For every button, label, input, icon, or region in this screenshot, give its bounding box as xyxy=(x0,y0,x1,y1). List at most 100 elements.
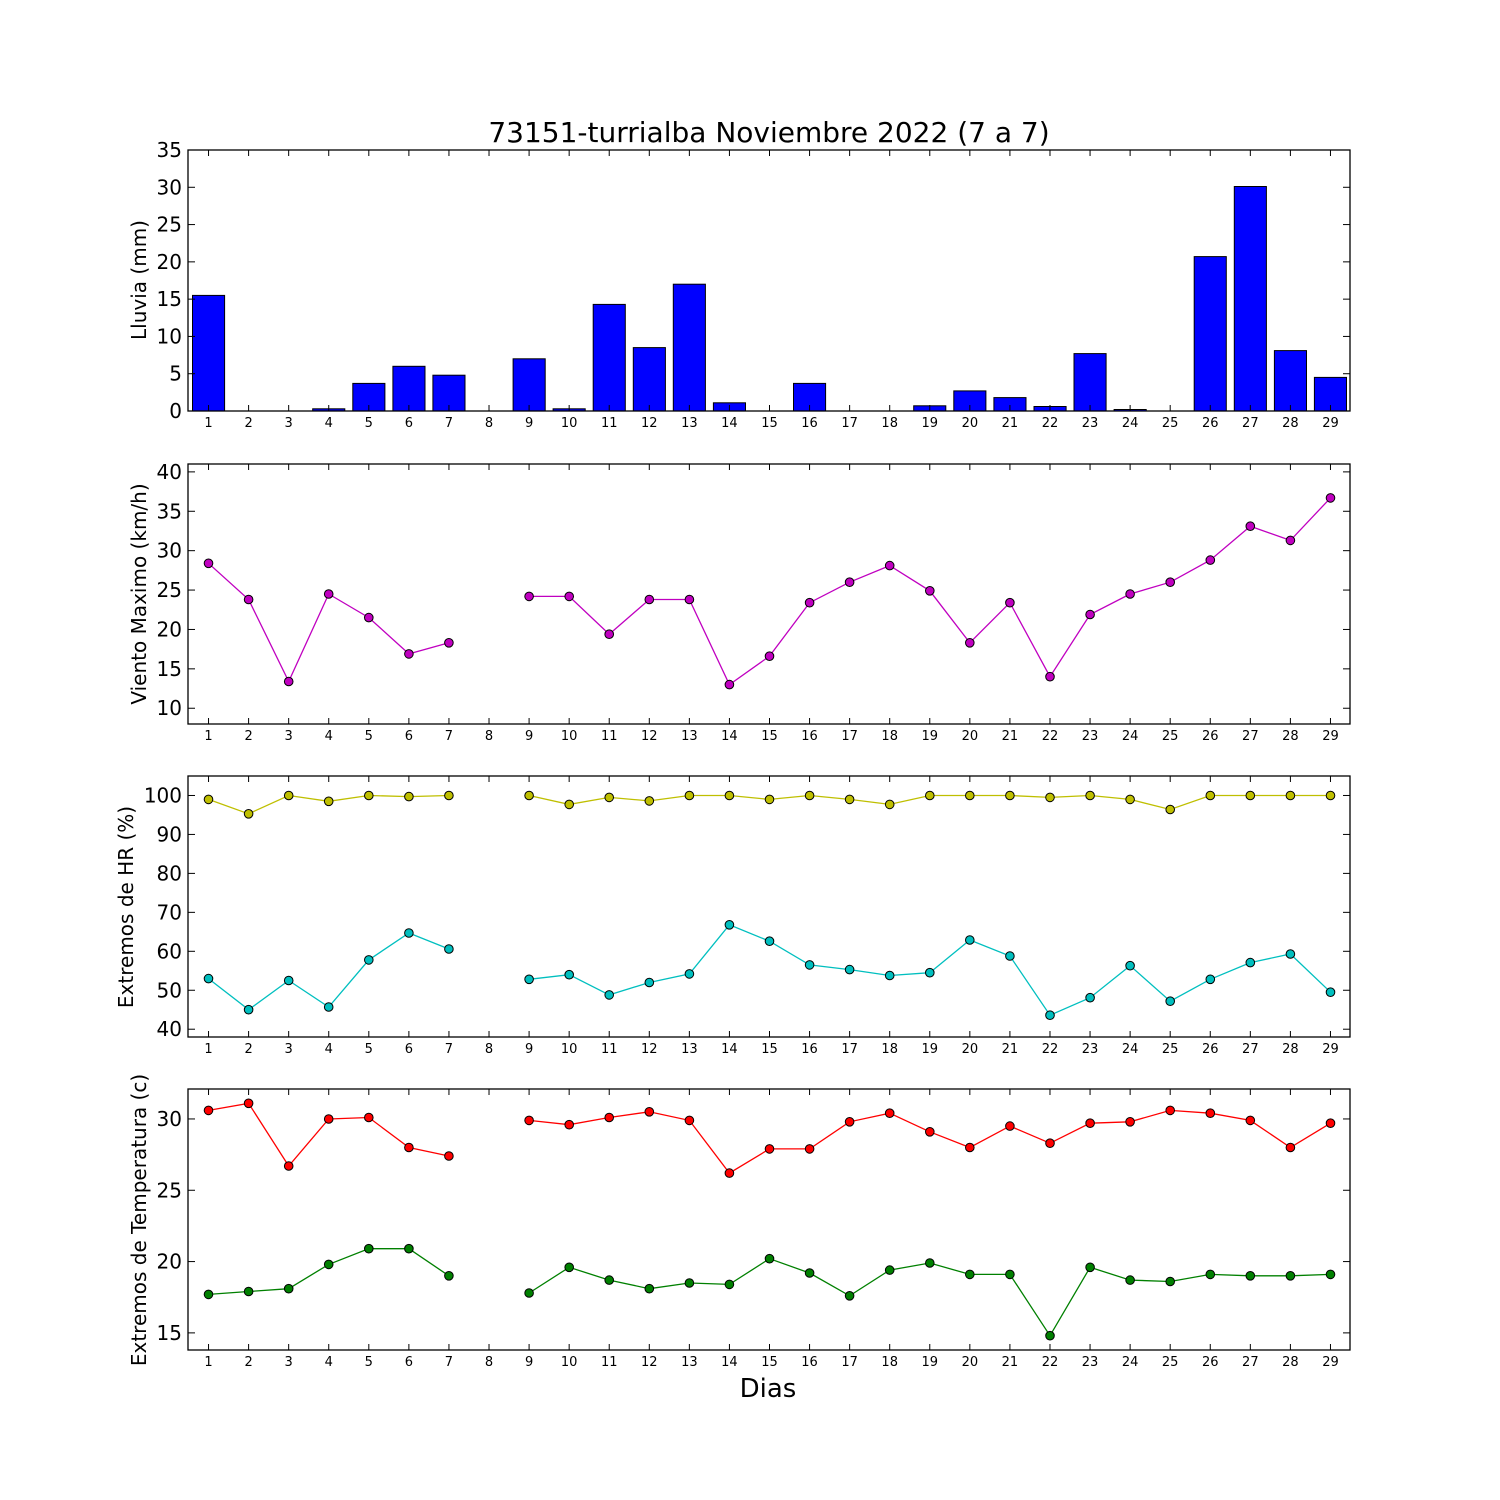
temperature-series-1-point xyxy=(1085,1262,1095,1273)
temperature-series-0-point xyxy=(524,1115,534,1126)
humidity-series-0-point xyxy=(524,790,534,801)
temperature-xtick-label: 13 xyxy=(681,1355,698,1370)
rain-bar xyxy=(1233,186,1267,412)
chart-title: 73151-turrialba Noviembre 2022 (7 a 7) xyxy=(488,116,1049,149)
temperature-series-1-point xyxy=(1205,1269,1216,1280)
humidity-series-1-point xyxy=(564,969,575,980)
humidity-series-0-point xyxy=(1125,794,1135,805)
temperature-series-1-point xyxy=(1325,1269,1336,1280)
humidity-xtick-label: 25 xyxy=(1162,1042,1179,1057)
temperature-ytick-label: 25 xyxy=(157,1178,182,1202)
wind-xtick-label: 10 xyxy=(561,729,578,744)
rain-bar xyxy=(1073,353,1107,412)
temperature-xtick-label: 14 xyxy=(721,1355,738,1370)
humidity-series-0-point xyxy=(925,790,935,801)
temperature-series-0-point xyxy=(604,1112,615,1123)
wind-xtick-label: 28 xyxy=(1282,729,1299,744)
temperature-series-0-point xyxy=(1325,1118,1336,1128)
temperature-xtick-label: 7 xyxy=(445,1355,453,1370)
humidity-xtick-label: 21 xyxy=(1002,1042,1019,1057)
temperature-xtick-label: 21 xyxy=(1002,1355,1019,1370)
humidity-ylabel: Extremos de HR (%) xyxy=(114,806,138,1008)
x-axis-label: Dias xyxy=(740,1374,797,1404)
humidity-xtick-label: 11 xyxy=(601,1042,618,1057)
wind-series-0-point xyxy=(404,649,414,659)
temperature-series-0-line xyxy=(529,1109,1331,1174)
temperature-series-1-point xyxy=(844,1291,855,1301)
rain-xtick-label: 11 xyxy=(601,416,618,431)
rain-xtick-label: 15 xyxy=(761,416,778,431)
wind-xtick-label: 1 xyxy=(204,729,212,744)
rain-xtick-label: 28 xyxy=(1282,416,1299,431)
humidity-series-0-point xyxy=(644,796,655,806)
rain-ylabel: Lluvia (mm) xyxy=(127,220,151,340)
rain-xtick-label: 14 xyxy=(721,416,738,431)
temperature-xtick-label: 5 xyxy=(365,1355,373,1370)
temperature-series-0-point xyxy=(1205,1108,1216,1118)
wind-ytick-label: 20 xyxy=(157,617,182,641)
humidity-series-1-point xyxy=(243,1004,254,1015)
humidity-series-1-point xyxy=(724,920,735,930)
temperature-series-0-point xyxy=(1245,1115,1256,1126)
temperature-series-1-point xyxy=(1045,1330,1055,1341)
temperature-series-0-point xyxy=(724,1168,735,1178)
humidity-series-1-point xyxy=(1125,960,1135,971)
temperature-series-1-line xyxy=(208,1248,450,1296)
rain-bar xyxy=(192,294,226,412)
humidity-xtick-label: 23 xyxy=(1082,1042,1099,1057)
wind-xtick-label: 6 xyxy=(405,729,413,744)
rain-xtick-label: 27 xyxy=(1242,416,1259,431)
temperature-xtick-label: 8 xyxy=(485,1355,493,1370)
humidity-xtick-label: 17 xyxy=(841,1042,858,1057)
temperature-series-0-point xyxy=(844,1117,855,1127)
wind-xtick-label: 18 xyxy=(881,729,898,744)
humidity-series-1-point xyxy=(884,970,895,981)
humidity-series-1-point xyxy=(644,977,655,988)
temperature-series-0-point xyxy=(764,1144,775,1154)
temperature-series-0-point xyxy=(1125,1117,1135,1127)
humidity-series-1-point xyxy=(1165,996,1175,1007)
humidity-xtick-label: 10 xyxy=(561,1042,578,1057)
wind-series-0-point xyxy=(684,594,695,605)
temperature-xtick-label: 20 xyxy=(962,1355,979,1370)
humidity-xtick-label: 9 xyxy=(525,1042,533,1057)
temperature-series-1-point xyxy=(283,1283,294,1294)
rain-bar xyxy=(512,358,546,412)
temperature-xtick-label: 25 xyxy=(1162,1355,1179,1370)
humidity-series-1-point xyxy=(283,975,294,986)
wind-xtick-label: 9 xyxy=(525,729,533,744)
humidity-series-0-point xyxy=(1205,790,1216,801)
humidity-series-1-point xyxy=(444,944,454,954)
rain-xtick-label: 20 xyxy=(962,416,979,431)
temperature-series-0-point xyxy=(444,1151,454,1161)
rain-ytick-label: 15 xyxy=(157,287,182,311)
humidity-series-0-point xyxy=(804,790,815,801)
temperature-series-0-point xyxy=(965,1142,975,1153)
temperature-series-0-point xyxy=(283,1161,294,1171)
wind-ytick-label: 30 xyxy=(157,539,182,563)
humidity-ytick-label: 40 xyxy=(157,1017,182,1041)
rain-xtick-label: 21 xyxy=(1002,416,1019,431)
temperature-xtick-label: 26 xyxy=(1202,1355,1219,1370)
rain-xtick-label: 26 xyxy=(1202,416,1219,431)
temperature-series-1-point xyxy=(1285,1271,1296,1281)
temperature-series-1-point xyxy=(444,1271,454,1281)
wind-xtick-label: 8 xyxy=(485,729,493,744)
humidity-xtick-label: 2 xyxy=(244,1042,252,1057)
temperature-series-0-point xyxy=(404,1142,414,1153)
humidity-series-0-point xyxy=(1165,804,1175,815)
temperature-series-1-point xyxy=(1125,1275,1135,1285)
wind-series-0-point xyxy=(1245,521,1256,532)
humidity-xtick-label: 16 xyxy=(801,1042,818,1057)
humidity-series-0-point xyxy=(684,790,695,801)
temperature-series-1-point xyxy=(1005,1269,1015,1280)
humidity-series-0-point xyxy=(1245,790,1256,801)
rain-xtick-label: 3 xyxy=(285,416,293,431)
temperature-series-1-point xyxy=(564,1262,575,1273)
temperature-series-0-point xyxy=(564,1119,575,1130)
wind-ytick-label: 10 xyxy=(157,696,182,720)
wind-xtick-label: 7 xyxy=(445,729,453,744)
humidity-series-0-point xyxy=(1325,790,1336,801)
wind-series-0-point xyxy=(1205,555,1216,565)
temperature-xtick-label: 6 xyxy=(405,1355,413,1370)
